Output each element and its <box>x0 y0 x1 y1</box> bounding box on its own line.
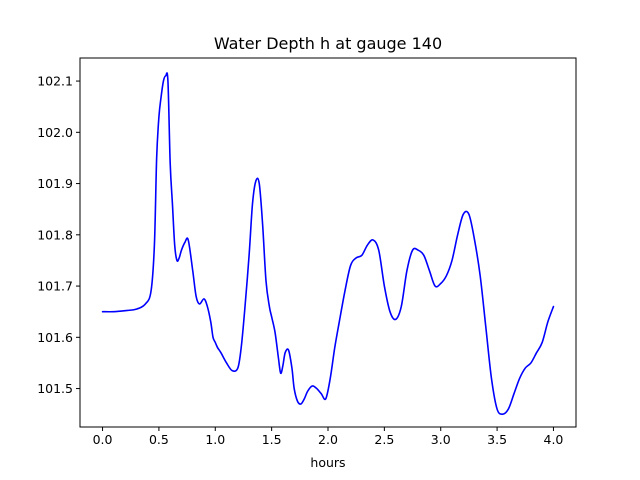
x-tick-label: 0.5 <box>149 432 169 447</box>
y-tick-label: 101.8 <box>37 227 73 242</box>
chart-title: Water Depth h at gauge 140 <box>214 34 442 53</box>
x-tick-label: 3.5 <box>487 432 507 447</box>
y-tick-label: 102.0 <box>37 125 73 140</box>
y-tick-label: 102.1 <box>37 74 73 89</box>
x-tick-label: 0.0 <box>93 432 113 447</box>
y-axis: 101.5 101.6 101.7 101.8 101.9 102.0 102.1 <box>37 74 80 396</box>
plot-area <box>101 72 555 416</box>
y-tick-label: 101.5 <box>37 381 73 396</box>
x-tick-label: 4.0 <box>544 432 564 447</box>
x-tick-label: 2.5 <box>374 432 394 447</box>
y-tick-label: 101.9 <box>37 176 73 191</box>
y-tick-label: 101.6 <box>37 330 73 345</box>
x-tick-label: 1.5 <box>262 432 282 447</box>
x-axis: 0.0 0.5 1.0 1.5 2.0 2.5 3.0 3.5 4.0 <box>93 427 564 447</box>
x-axis-label: hours <box>310 455 345 470</box>
y-tick-label: 101.7 <box>37 279 73 294</box>
series-line <box>101 72 555 416</box>
x-tick-label: 3.0 <box>431 432 451 447</box>
x-tick-label: 1.0 <box>205 432 225 447</box>
x-tick-label: 2.0 <box>318 432 338 447</box>
